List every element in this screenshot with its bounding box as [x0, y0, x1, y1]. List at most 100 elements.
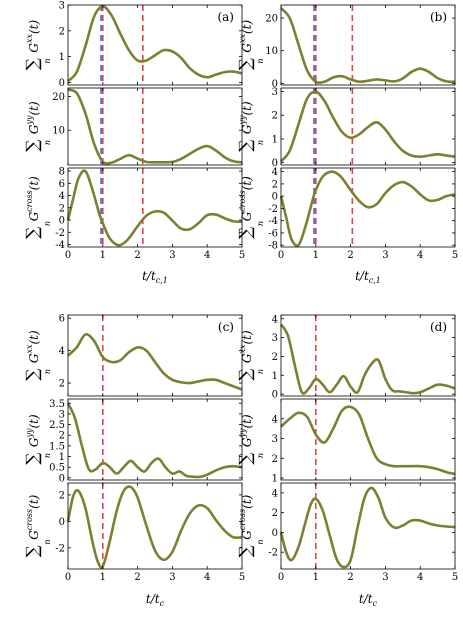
x-tick-label: 2: [347, 250, 353, 261]
label-main: G: [240, 43, 254, 53]
y-tick-label: 2: [272, 179, 278, 190]
y-tick-label: -6: [268, 228, 278, 239]
x-tick-label: 5: [452, 250, 458, 261]
y-tick-label: -8: [268, 241, 278, 252]
y-tick-label: 0: [272, 528, 278, 539]
x-tick-label: 0: [278, 250, 284, 261]
label-argument: (t): [27, 101, 41, 116]
axes-frame: [280, 398, 456, 481]
x-tick-label: 3: [382, 572, 388, 583]
series-line: [280, 7, 456, 85]
x-tick-label: 1: [313, 250, 319, 261]
y-tick-label: 1: [272, 474, 278, 485]
y-tick-label: 10: [52, 126, 65, 137]
y-axis-label: ∑ Gxx(t): [23, 20, 43, 71]
label-main: G: [27, 211, 41, 221]
sum-symbol: ∑: [236, 221, 256, 239]
label-superscript: yy: [238, 115, 247, 126]
x-label-subscript: c,1: [369, 276, 381, 285]
series-line: [67, 4, 243, 83]
label-main: G: [240, 124, 254, 134]
sum-symbol: ∑: [236, 540, 256, 558]
axes-frame: [67, 87, 243, 166]
x-label-main: t/t: [146, 592, 160, 606]
label-superscript: cross: [238, 190, 247, 211]
series-line: [66, 402, 243, 479]
y-tick-label: 2.5: [49, 420, 65, 431]
axes-frame: [67, 482, 243, 570]
x-tick-label: 4: [204, 572, 210, 583]
y-tick-label: 3: [272, 87, 278, 98]
y-tick-label: 4: [272, 314, 278, 325]
sum-subscript: n: [256, 221, 265, 226]
label-superscript: yy: [25, 428, 34, 439]
y-tick-label: 0: [272, 390, 278, 401]
label-superscript: yy: [25, 115, 34, 126]
y-tick-label: -2: [55, 543, 65, 554]
label-argument: (t): [240, 176, 254, 191]
sum-symbol: ∑: [23, 540, 43, 558]
y-tick-label: 4: [59, 191, 65, 202]
label-argument: (t): [240, 414, 254, 429]
panel-label: (c): [218, 320, 234, 334]
series-line: [279, 486, 456, 569]
label-main: G: [240, 353, 254, 363]
sum-symbol: ∑: [23, 221, 43, 239]
label-argument: (t): [27, 176, 41, 191]
y-tick-label: 2: [59, 379, 65, 390]
x-axis-label: t/tc: [146, 592, 165, 608]
y-tick-label: -4: [55, 240, 65, 251]
series-line: [67, 332, 243, 391]
label-main: G: [27, 353, 41, 363]
y-tick-label: 0: [59, 78, 65, 89]
sum-subscript: n: [43, 539, 52, 544]
x-tick-label: 4: [417, 250, 423, 261]
label-argument: (t): [240, 101, 254, 116]
y-axis-label: ∑ Gxx(t): [236, 330, 256, 381]
series-line: [66, 169, 243, 247]
y-axis-label: ∑ Gcross(t): [23, 176, 43, 239]
panel-label: (b): [430, 10, 447, 24]
label-superscript: xx: [25, 34, 34, 44]
y-tick-label: 3: [59, 409, 65, 420]
axes-frame: [280, 314, 456, 397]
y-tick-label: 1: [272, 134, 278, 145]
y-tick-label: 20: [265, 14, 278, 25]
y-tick-label: 20: [52, 92, 65, 103]
axes-frame: [67, 314, 243, 397]
y-tick-label: 3: [272, 434, 278, 445]
label-main: G: [240, 437, 254, 447]
x-axis-label: t/tc,1: [142, 269, 168, 285]
subplot-c-1: 246∑ Gxx(t)n(c): [23, 314, 243, 397]
y-tick-label: 1: [59, 452, 65, 463]
y-tick-label: 0.5: [49, 463, 65, 474]
y-tick-label: 2: [59, 26, 65, 37]
sum-symbol: ∑: [236, 53, 256, 71]
panel-c: 246∑ Gxx(t)n(c)00.511.522.533.5∑ Gyy(t)n…: [23, 314, 245, 608]
y-tick-label: 0: [59, 517, 65, 528]
label-argument: (t): [27, 414, 41, 429]
y-tick-label: 0: [59, 216, 65, 227]
y-tick-label: 1.5: [49, 441, 65, 452]
axes-frame: [280, 482, 456, 570]
x-label-subscript: c: [373, 599, 378, 608]
label-argument: (t): [27, 20, 41, 35]
label-superscript: xx: [25, 344, 34, 354]
y-axis-label: ∑ Gxx(t): [236, 20, 256, 71]
label-superscript: cross: [25, 509, 34, 530]
sum-symbol: ∑: [236, 134, 256, 152]
sum-symbol: ∑: [23, 53, 43, 71]
x-axis-label: t/tc: [359, 592, 378, 608]
y-axis-label: ∑ Gyy(t): [236, 414, 256, 465]
y-tick-label: -2: [268, 548, 278, 559]
sum-subscript: n: [256, 140, 265, 145]
label-main: G: [27, 43, 41, 53]
x-tick-label: 0: [65, 250, 71, 261]
